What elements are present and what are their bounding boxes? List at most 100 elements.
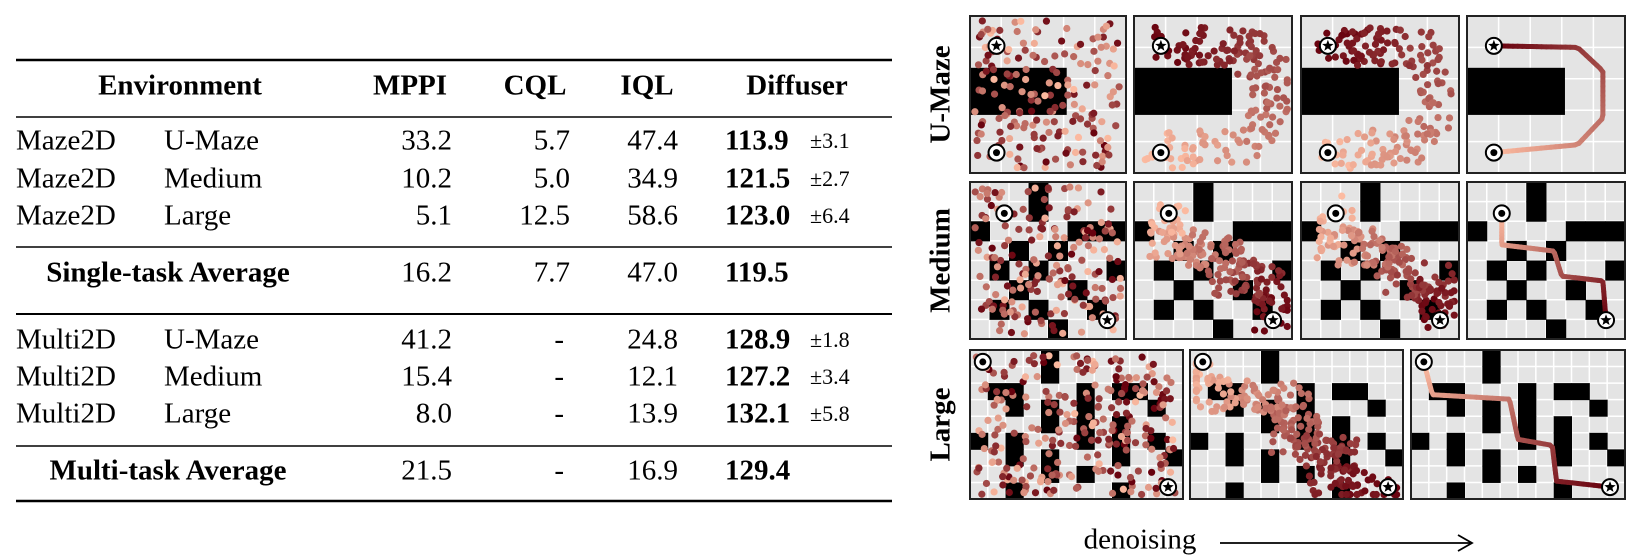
- sample-dot: [1169, 436, 1177, 444]
- sample-dot: [1109, 293, 1117, 302]
- sample-dot: [1424, 323, 1432, 332]
- sample-dot: [1418, 56, 1426, 64]
- sample-dot: [1027, 107, 1036, 115]
- sample-dot: [1113, 238, 1121, 246]
- sample-dot: [1378, 27, 1386, 36]
- sample-dot: [1005, 488, 1013, 497]
- sample-dot: [1068, 273, 1076, 281]
- sample-dot: [1360, 133, 1369, 141]
- sample-dot: [977, 305, 986, 313]
- maze-wall: [1589, 432, 1608, 450]
- sample-dot: [1132, 384, 1140, 393]
- sample-dot: [1365, 48, 1374, 56]
- sample-dot: [1213, 141, 1222, 149]
- sample-dot: [1013, 464, 1021, 472]
- sample-dot: [1039, 134, 1047, 142]
- sample-dot: [1433, 289, 1441, 298]
- sample-dot: [1006, 308, 1014, 316]
- sample-dot: [971, 224, 979, 232]
- sample-dot: [1109, 88, 1117, 96]
- sample-dot: [1407, 291, 1416, 299]
- sample-dot: [1010, 476, 1018, 484]
- sample-dot: [1226, 26, 1234, 34]
- sample-dot: [1424, 81, 1432, 89]
- sample-dot: [1230, 47, 1239, 55]
- sample-dot: [1256, 289, 1264, 297]
- sample-dot: [1338, 31, 1346, 40]
- sample-dot: [1033, 373, 1041, 381]
- sample-dot: [1391, 147, 1400, 156]
- sample-dot: [1214, 384, 1222, 392]
- sample-dot: [1060, 309, 1069, 318]
- sample-dot: [1069, 282, 1077, 290]
- sample-dot: [1367, 139, 1375, 147]
- maze-wall: [1526, 299, 1547, 320]
- sample-dot: [1243, 137, 1251, 146]
- sample-dot: [1104, 72, 1112, 80]
- sample-dot: [1000, 368, 1008, 376]
- sample-dot: [1192, 36, 1200, 45]
- sample-dot: [1169, 444, 1178, 453]
- sample-dot: [1293, 430, 1301, 438]
- maze-wall: [1553, 432, 1572, 450]
- sample-dot: [1386, 130, 1394, 138]
- maze-wall: [1419, 221, 1440, 242]
- sample-dot: [1052, 233, 1060, 241]
- maze-wall: [1446, 399, 1465, 417]
- sample-dot: [1097, 188, 1105, 196]
- sample-dot: [984, 25, 992, 33]
- start-marker-dot: [1490, 149, 1498, 157]
- sample-dot: [1444, 261, 1453, 270]
- sample-dot: [1112, 122, 1120, 130]
- sample-dot: [1294, 443, 1302, 451]
- sample-dot: [1211, 407, 1219, 415]
- sample-dot: [1192, 395, 1200, 403]
- sample-dot: [1340, 466, 1349, 474]
- maze-wall: [1526, 260, 1547, 281]
- sample-dot: [1397, 242, 1406, 250]
- sample-dot: [1377, 161, 1385, 169]
- sample-dot: [1268, 43, 1276, 52]
- sample-dot: [1269, 113, 1277, 121]
- sample-dot: [1405, 268, 1413, 276]
- start-marker-dot: [1000, 209, 1008, 217]
- table-cell: 5.7: [534, 125, 570, 157]
- sample-dot: [1238, 273, 1247, 281]
- sample-dot: [1196, 127, 1204, 135]
- sample-dot: [1301, 451, 1310, 459]
- sample-dot: [1382, 288, 1390, 296]
- sample-dot: [975, 238, 983, 247]
- sample-dot: [1225, 234, 1233, 242]
- sample-dot: [1009, 286, 1017, 294]
- sample-dot: [1087, 436, 1096, 444]
- sample-dot: [1036, 233, 1044, 241]
- maze-wall: [1134, 67, 1232, 115]
- sample-dot: [1283, 105, 1291, 113]
- sample-dot: [1064, 265, 1072, 273]
- sample-dot: [1268, 273, 1276, 281]
- sample-dot: [1011, 313, 1019, 321]
- maze-wall: [1553, 482, 1572, 500]
- sample-dot: [1277, 283, 1285, 291]
- sample-dot: [977, 130, 985, 138]
- table-cell: 7.7: [534, 257, 570, 289]
- maze-panel: [1300, 181, 1460, 340]
- sample-dot: [1102, 22, 1110, 30]
- sample-dot: [1422, 313, 1430, 321]
- sample-dot: [1061, 419, 1070, 428]
- sample-dot: [1005, 45, 1013, 54]
- sample-dot: [1263, 278, 1271, 286]
- panel-border: [1133, 15, 1293, 174]
- sample-dot: [1149, 360, 1157, 368]
- sample-dot: [1343, 39, 1351, 47]
- sample-dot: [1079, 368, 1087, 376]
- sample-dot: [1292, 403, 1300, 411]
- sample-dot: [1108, 426, 1116, 435]
- sample-dot: [1231, 399, 1239, 407]
- sample-dot: [1124, 422, 1132, 430]
- sample-dot: [1095, 235, 1104, 243]
- maze-wall: [1380, 319, 1401, 340]
- sample-dot: [1063, 213, 1071, 221]
- sample-dot: [1156, 453, 1164, 462]
- sample-dot: [1003, 464, 1011, 472]
